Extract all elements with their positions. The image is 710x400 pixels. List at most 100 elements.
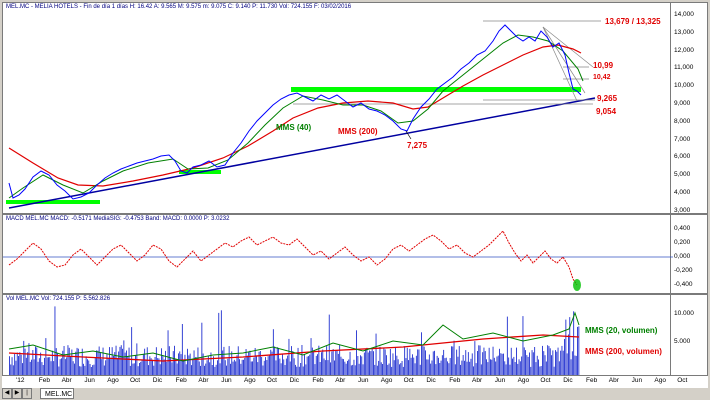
price-y-tick: 7,000 (674, 135, 691, 143)
volume-bar (49, 357, 51, 375)
volume-bar (213, 356, 214, 375)
volume-bar (488, 347, 490, 375)
volume-bar (363, 352, 365, 375)
price-panel[interactable]: MEL.MC - MELIA HOTELS - Fin de día 1 día… (2, 2, 708, 214)
volume-bar (233, 359, 235, 375)
volume-bar (427, 359, 429, 375)
volume-bar (181, 324, 183, 375)
volume-bar (36, 347, 38, 375)
volume-bar (14, 354, 16, 375)
volume-bar (48, 357, 49, 375)
x-tick: Abr (198, 377, 209, 384)
volume-bar (57, 352, 58, 375)
volume-bar (428, 354, 430, 375)
macd-y-tick: 0,200 (674, 239, 691, 246)
volume-bar (71, 349, 73, 375)
x-tick: Abr (61, 377, 72, 384)
volume-bar (74, 363, 75, 375)
volume-bar (141, 360, 143, 375)
volume-bar (389, 349, 391, 375)
price-header: MEL.MC - MELIA HOTELS - Fin de día 1 día… (6, 4, 352, 10)
volume-bar (393, 360, 395, 375)
volume-bar (118, 351, 120, 375)
volume-bar (452, 346, 454, 375)
volume-bar (100, 352, 101, 375)
volume-bar (321, 352, 322, 375)
volume-bar (380, 362, 382, 375)
volume-bar (261, 357, 263, 375)
volume-bar (477, 351, 478, 375)
volume-bar (88, 360, 90, 375)
macd-panel[interactable]: MACD MEL.MC MACD: -0.5171 MediaSIG: -0.4… (2, 214, 708, 294)
volume-bar (235, 361, 237, 375)
scroll-first-button[interactable]: | (22, 388, 32, 399)
x-tick: Ago (517, 377, 530, 384)
volume-bar (497, 355, 499, 375)
volume-header: Vol MEL.MC Vol: 724.155 P: 5.562.826 (6, 296, 111, 302)
volume-bar (448, 363, 450, 375)
volume-bar (226, 365, 227, 375)
volume-bar (241, 359, 243, 375)
volume-bar (358, 363, 360, 375)
volume-bar (131, 327, 133, 375)
x-tick: Dic (563, 377, 573, 384)
volume-bar (578, 326, 580, 375)
volume-bar (94, 357, 96, 375)
volume-bar (347, 360, 348, 375)
macd-highlight (573, 279, 581, 291)
volume-bar (284, 365, 286, 375)
volume-bar (387, 364, 389, 375)
volume-bar (562, 350, 564, 375)
volume-bar (32, 350, 34, 375)
volume-bar (172, 351, 174, 375)
volume-bar (228, 346, 230, 375)
volume-bar (462, 355, 464, 375)
scroll-right-button[interactable]: ▶ (12, 388, 22, 399)
macd-y-tick: 0,000 (674, 253, 691, 260)
volume-bar (165, 350, 166, 375)
volume-bar (161, 348, 162, 375)
volume-bar (557, 347, 559, 375)
scroll-left-button[interactable]: ◀ (2, 388, 12, 399)
volume-bar (207, 355, 209, 375)
volume-bar (514, 362, 516, 375)
volume-bar (54, 306, 56, 375)
volume-bar (252, 361, 253, 375)
x-tick: Feb (312, 377, 324, 384)
volume-bar (545, 361, 547, 375)
volume-bar (102, 347, 104, 375)
volume-bar (25, 357, 27, 375)
volume-bar (392, 353, 394, 375)
volume-bar (300, 363, 302, 375)
volume-bar (313, 351, 315, 375)
volume-bar (250, 361, 252, 375)
volume-panel[interactable]: Vol MEL.MC Vol: 724.155 P: 5.562.826 10.… (2, 294, 708, 376)
volume-bar (479, 345, 481, 375)
x-tick: Abr (608, 377, 619, 384)
price-y-tick: 9,000 (674, 100, 691, 107)
volume-bar (35, 346, 36, 375)
volume-bar (258, 351, 260, 375)
volume-bar (469, 361, 471, 375)
volume-bar (551, 355, 552, 375)
price-y-tick: 13,000 (674, 28, 694, 36)
volume-bar (192, 358, 194, 375)
symbol-tab[interactable]: MEL.MC (40, 388, 74, 399)
volume-bar (276, 347, 278, 375)
volume-bar (269, 354, 270, 375)
mms200-line (8, 44, 582, 187)
macd-y-tick: 0,400 (674, 225, 691, 232)
volume-bar (87, 359, 88, 375)
volume-bar (396, 355, 398, 375)
s2-label: 9,054 (596, 107, 617, 116)
volume-mms20-line (8, 311, 580, 362)
volume-bar (84, 365, 86, 375)
volume-bar (409, 348, 411, 375)
volume-bar (211, 365, 213, 375)
volume-bar (220, 310, 222, 375)
volume-bar (306, 356, 308, 375)
volume-bar (191, 365, 192, 375)
volume-bar (436, 355, 438, 375)
volume-bar (202, 353, 204, 375)
volume-bar (345, 363, 347, 375)
